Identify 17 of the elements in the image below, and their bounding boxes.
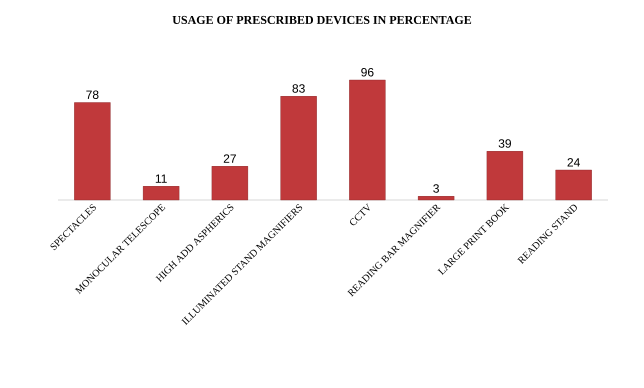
bar bbox=[486, 151, 524, 200]
data-label: 78 bbox=[86, 90, 99, 99]
data-label: 27 bbox=[224, 154, 236, 163]
data-label: 3 bbox=[433, 184, 439, 193]
bar bbox=[212, 166, 248, 200]
data-label: 39 bbox=[498, 139, 511, 148]
data-label: 83 bbox=[292, 84, 305, 93]
bar bbox=[74, 102, 111, 200]
data-label: 96 bbox=[361, 68, 374, 76]
bar bbox=[142, 186, 180, 200]
bar bbox=[349, 80, 386, 200]
data-label: 11 bbox=[156, 174, 167, 183]
bar bbox=[555, 170, 592, 200]
data-label: 24 bbox=[568, 158, 580, 166]
bar bbox=[418, 196, 454, 200]
bar bbox=[280, 96, 317, 200]
chart-title: USAGE OF PRESCRIBED DEVICES IN PERCENTAGE bbox=[172, 16, 472, 24]
